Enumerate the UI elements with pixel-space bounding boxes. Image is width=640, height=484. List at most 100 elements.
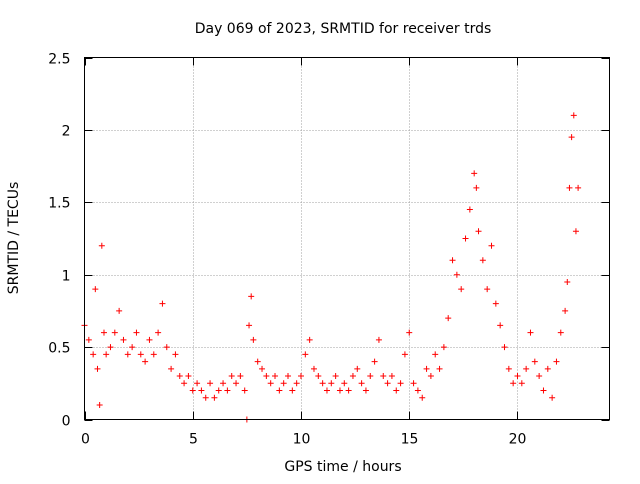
data-point (289, 387, 296, 394)
data-point (94, 365, 101, 372)
data-point (510, 380, 517, 387)
data-point (492, 300, 499, 307)
data-point (527, 329, 534, 336)
data-point (272, 373, 279, 380)
data-point (224, 387, 231, 394)
data-point (246, 322, 253, 329)
data-point (540, 387, 547, 394)
data-point (401, 351, 408, 358)
data-point (471, 170, 478, 177)
data-point (297, 373, 304, 380)
data-point (523, 365, 530, 372)
x-axis-label: GPS time / hours (284, 459, 401, 475)
data-point (572, 228, 579, 235)
data-point (254, 358, 261, 365)
data-point (96, 402, 103, 409)
data-point (306, 336, 313, 343)
data-point (345, 387, 352, 394)
data-point (150, 351, 157, 358)
data-point (341, 380, 348, 387)
data-point (410, 380, 417, 387)
data-point (544, 365, 551, 372)
data-point (531, 358, 538, 365)
data-point (241, 387, 248, 394)
data-point (92, 286, 99, 293)
data-point (228, 373, 235, 380)
plot-frame (84, 57, 610, 420)
data-point (358, 380, 365, 387)
data-point (263, 373, 270, 380)
data-point (375, 336, 382, 343)
data-point (427, 373, 434, 380)
data-point (328, 380, 335, 387)
data-point (566, 184, 573, 191)
data-point (248, 293, 255, 300)
data-point (220, 380, 227, 387)
data-point (293, 380, 300, 387)
data-point (133, 329, 140, 336)
data-point (449, 257, 456, 264)
data-point (479, 257, 486, 264)
y-tick-label: 1.5 (48, 196, 70, 212)
y-tick-label: 1 (62, 269, 71, 285)
data-point (120, 336, 127, 343)
data-point (142, 358, 149, 365)
data-point (116, 307, 123, 314)
data-point (336, 387, 343, 394)
data-point (111, 329, 118, 336)
data-point (100, 329, 107, 336)
data-point (280, 380, 287, 387)
x-tick-label: 15 (401, 432, 419, 448)
data-point (536, 373, 543, 380)
data-point (393, 387, 400, 394)
y-tick-label: 0.5 (48, 341, 70, 357)
data-point (155, 329, 162, 336)
data-point (388, 373, 395, 380)
data-point (194, 380, 201, 387)
data-point (432, 351, 439, 358)
y-tick-label: 2 (62, 124, 71, 140)
data-point (233, 380, 240, 387)
data-point (211, 394, 218, 401)
data-point (302, 351, 309, 358)
data-point (129, 344, 136, 351)
y-tick-label: 2.5 (48, 52, 70, 68)
data-point (406, 329, 413, 336)
data-point (146, 336, 153, 343)
x-tick-label: 10 (293, 432, 311, 448)
data-point (103, 351, 110, 358)
axes: 0 5 10 15 20 0 0.5 1 1.5 2 2.5 (48, 52, 610, 448)
data-point (518, 380, 525, 387)
data-point (354, 365, 361, 372)
data-point (488, 242, 495, 249)
data-point (250, 336, 257, 343)
data-point (259, 365, 266, 372)
data-point (380, 373, 387, 380)
data-point (501, 344, 508, 351)
x-tick-label: 5 (189, 432, 198, 448)
data-point (397, 380, 404, 387)
data-point (349, 373, 356, 380)
data-point (484, 286, 491, 293)
data-point (458, 286, 465, 293)
data-point (514, 373, 521, 380)
data-point (423, 365, 430, 372)
data-point (557, 329, 564, 336)
data-point (267, 380, 274, 387)
data-point (185, 373, 192, 380)
data-point (237, 373, 244, 380)
data-point (107, 344, 114, 351)
grid (84, 57, 610, 420)
data-point (436, 365, 443, 372)
data-point (332, 373, 339, 380)
data-point (98, 242, 105, 249)
data-point (90, 351, 97, 358)
data-point (553, 358, 560, 365)
data-point (172, 351, 179, 358)
data-point (137, 351, 144, 358)
data-points (81, 112, 582, 423)
data-point (466, 206, 473, 213)
data-point (367, 373, 374, 380)
